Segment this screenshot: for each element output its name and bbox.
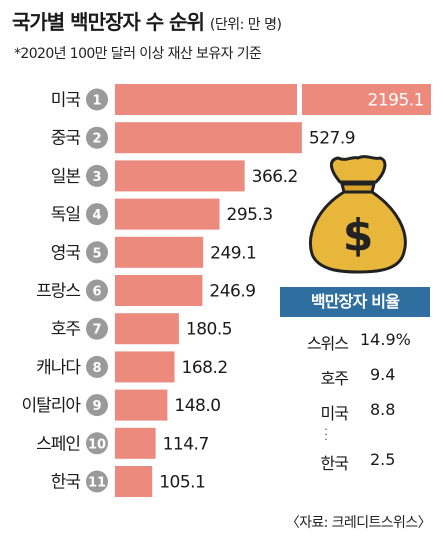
source-note: 〈자료: 크레디트스위스〉 <box>285 515 432 531</box>
value-label: 2195.1 <box>368 91 424 111</box>
ratio-table: 백만장자 비율 스위스 14.9% 호주 9.4 미국 8.8 · · · 한국 2… <box>280 287 430 482</box>
rank-label: 3 <box>92 170 101 185</box>
chart-subtitle: *2020년 100만 달러 이상 재산 보유자 기준 <box>14 46 262 62</box>
value-label: 527.9 <box>309 129 355 149</box>
bar <box>115 275 203 306</box>
rank-circle <box>86 470 108 493</box>
value-label: 249.1 <box>210 243 256 263</box>
ratio-value: 9.4 <box>370 365 396 384</box>
bar <box>115 160 245 192</box>
category-label: 프랑스 <box>36 282 80 302</box>
bar <box>115 313 179 345</box>
ratio-value: 8.8 <box>370 400 396 419</box>
value-label: 105.1 <box>159 473 205 493</box>
rank-circle <box>86 164 108 187</box>
rank-circle <box>86 279 108 302</box>
dollar-sign-icon: $ <box>343 210 374 261</box>
category-label: 영국 <box>51 243 81 263</box>
value-label: 114.7 <box>163 434 209 454</box>
unit-label: (단위: 만 명) <box>209 17 282 33</box>
value-label: 246.9 <box>209 282 255 302</box>
rank-circle <box>86 88 108 111</box>
bar <box>115 84 297 115</box>
category-label: 미국 <box>51 91 81 111</box>
bar <box>115 351 175 383</box>
value-label: 148.0 <box>174 396 220 416</box>
rank-label: 9 <box>92 399 101 414</box>
rank-label: 5 <box>92 246 101 261</box>
category-label: 캐나다 <box>36 358 81 378</box>
rank-circle <box>86 241 108 264</box>
ratio-country: 호주 <box>320 369 349 388</box>
bar-break-segment <box>302 84 431 115</box>
bar <box>115 236 204 268</box>
category-label: 한국 <box>51 473 81 493</box>
ellipsis-icon: · · · <box>324 423 328 446</box>
value-label: 180.5 <box>186 320 232 340</box>
rank-label: 7 <box>92 323 101 338</box>
ratio-value: 14.9% <box>360 330 411 349</box>
rank-label: 2 <box>92 132 101 147</box>
ratio-country: 스위스 <box>306 334 349 353</box>
rank-label: 8 <box>92 361 101 376</box>
category-label: 호주 <box>51 320 81 340</box>
value-label: 366.2 <box>252 167 298 187</box>
category-label: 스페인 <box>36 434 80 454</box>
money-bag-icon: $ <box>309 155 407 274</box>
ratio-value: 2.5 <box>370 450 396 469</box>
category-label: 이탈리아 <box>21 396 81 416</box>
category-label: 일본 <box>51 167 81 187</box>
rank-label: 1 <box>92 94 101 109</box>
bar <box>115 198 220 230</box>
rank-label: 4 <box>92 208 101 223</box>
bar <box>115 122 302 154</box>
chart-title: 국가별 백만장자 수 순위 <box>12 10 205 34</box>
ratio-country: 미국 <box>320 404 349 423</box>
bar <box>115 389 168 421</box>
category-label: 독일 <box>51 205 80 225</box>
rank-circle <box>86 394 108 417</box>
rank-circle <box>86 126 108 149</box>
ratio-table-header: 백만장자 비율 <box>280 287 430 317</box>
rank-label: 11 <box>88 476 106 491</box>
value-label: 168.2 <box>182 358 228 378</box>
rank-circle <box>86 432 108 455</box>
category-label: 중국 <box>51 129 81 149</box>
title-block: 국가별 백만장자 수 순위 (단위: 만 명) <box>12 6 282 35</box>
rank-circle <box>86 203 108 226</box>
rank-label: 10 <box>88 437 106 452</box>
bar <box>115 427 156 459</box>
value-label: 295.3 <box>227 205 273 225</box>
rank-circle <box>86 355 108 378</box>
rank-circle <box>86 317 108 340</box>
bar <box>115 466 153 497</box>
svg-text:$: $ <box>343 210 374 261</box>
rank-label: 6 <box>92 285 101 300</box>
ratio-country: 한국 <box>320 454 349 473</box>
